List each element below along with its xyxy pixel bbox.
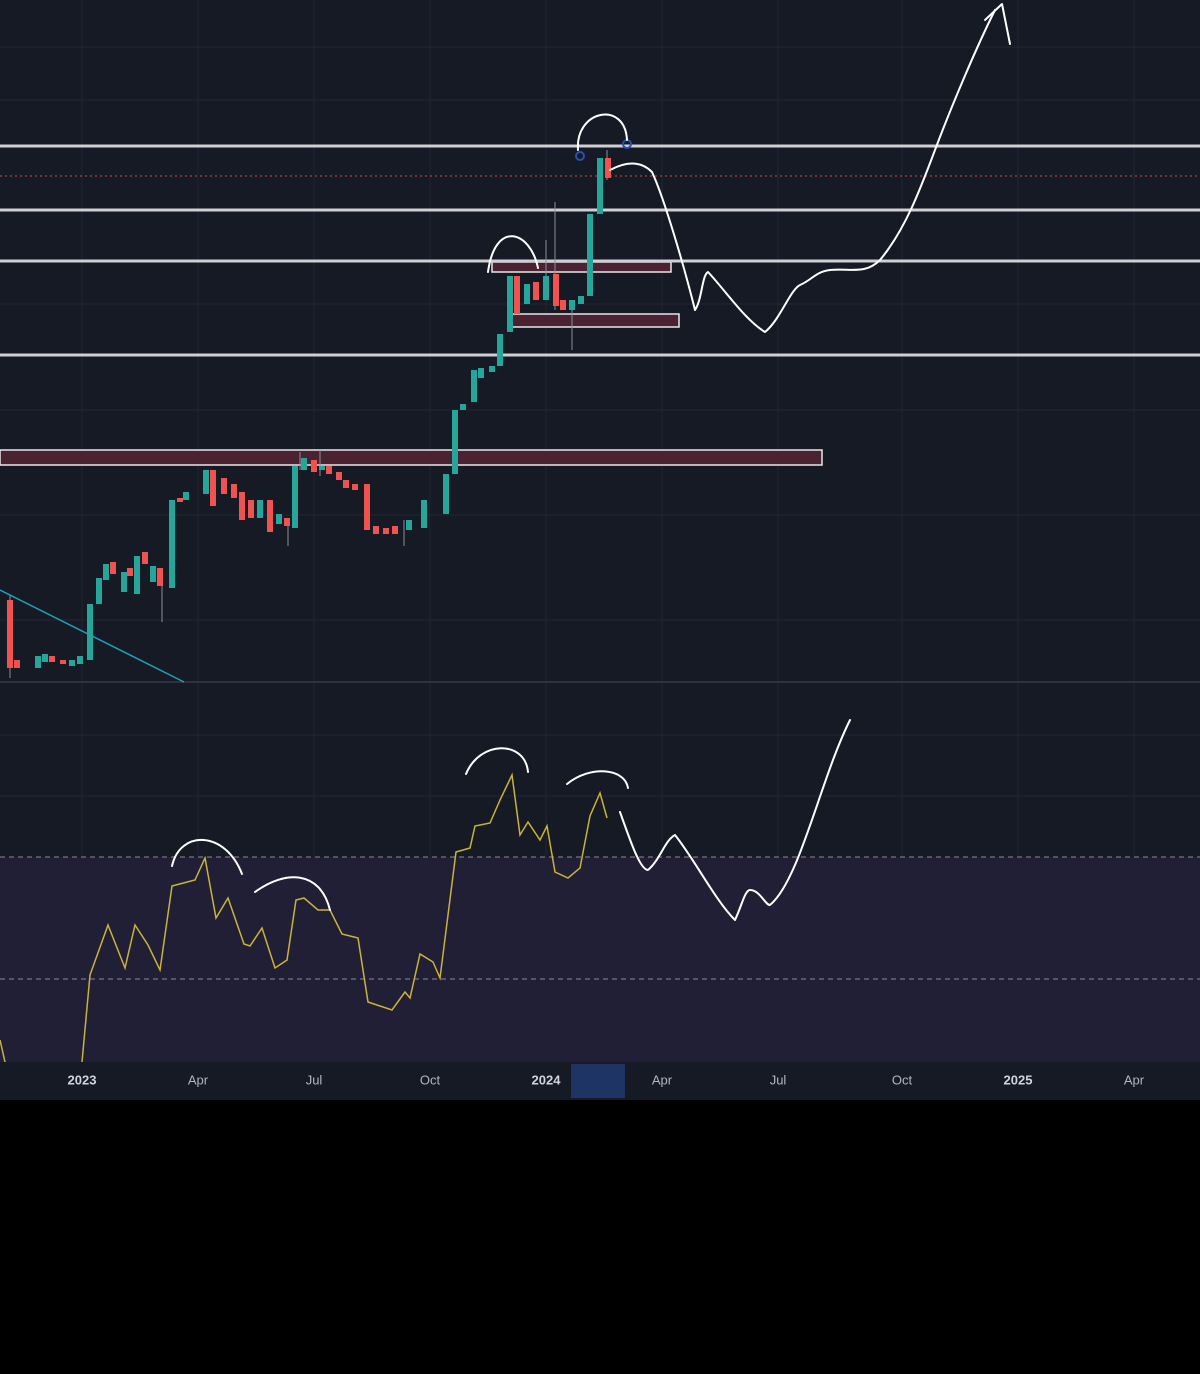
rsi-band bbox=[0, 857, 1200, 1062]
time-label: Oct bbox=[892, 1072, 913, 1087]
time-highlight bbox=[571, 1064, 625, 1098]
zones bbox=[0, 261, 823, 466]
time-label: Oct bbox=[420, 1072, 441, 1087]
time-label: Apr bbox=[652, 1072, 673, 1087]
time-label: Jul bbox=[306, 1072, 323, 1087]
time-labels: 2023 Apr Jul Oct 2024 Apr Jul Oct 2025 A… bbox=[68, 1072, 1145, 1087]
rsi-line bbox=[0, 772, 608, 1063]
up-candles bbox=[35, 158, 603, 668]
time-label: Apr bbox=[1124, 1072, 1145, 1087]
time-label: Apr bbox=[188, 1072, 209, 1087]
drawings bbox=[171, 3, 1011, 921]
black-area bbox=[0, 1100, 1200, 1374]
time-label: 2025 bbox=[1004, 1072, 1033, 1087]
down-candles bbox=[7, 158, 611, 668]
time-label: 2024 bbox=[532, 1072, 562, 1087]
time-label: Jul bbox=[770, 1072, 787, 1087]
time-label: 2023 bbox=[68, 1072, 97, 1087]
rsi-levels bbox=[0, 856, 1200, 980]
